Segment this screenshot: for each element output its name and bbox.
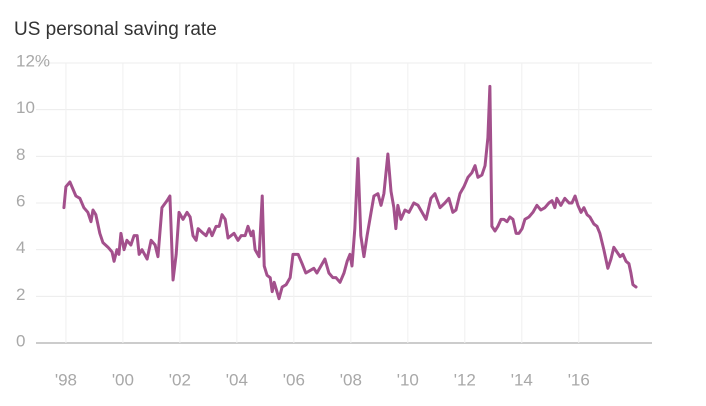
x-tick-label: '12 xyxy=(454,370,476,389)
y-tick-label: 12% xyxy=(16,51,50,70)
x-tick-label: '00 xyxy=(112,370,134,389)
y-tick-label: 10 xyxy=(16,98,35,117)
data-line xyxy=(62,84,638,301)
y-tick-label: 6 xyxy=(16,191,25,210)
x-tick-label: '04 xyxy=(226,370,248,389)
y-tick-label: 8 xyxy=(16,145,25,164)
chart-title: US personal saving rate xyxy=(14,19,217,40)
x-tick-label: '14 xyxy=(511,370,533,389)
x-tick-label: '02 xyxy=(169,370,191,389)
y-tick-label: 0 xyxy=(16,331,25,350)
x-tick-label: '98 xyxy=(55,370,77,389)
x-tick-label: '06 xyxy=(283,370,305,389)
y-tick-label: 2 xyxy=(16,285,25,304)
y-tick-label: 4 xyxy=(16,238,25,257)
x-tick-label: '08 xyxy=(340,370,362,389)
x-tick-label: '16 xyxy=(568,370,590,389)
x-tick-label: '10 xyxy=(397,370,419,389)
